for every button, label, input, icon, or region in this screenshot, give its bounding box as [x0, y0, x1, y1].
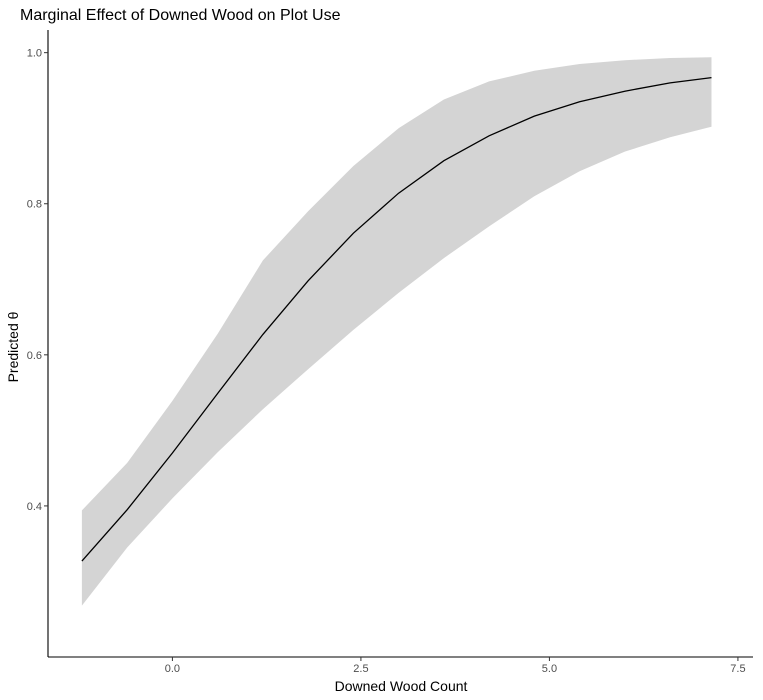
x-tick-label: 0.0: [165, 663, 180, 675]
x-tick-label: 7.5: [730, 663, 745, 675]
y-tick-label: 1.0: [27, 48, 42, 60]
fitted-line: [81, 76, 712, 562]
x-axis-ticks: 0.0 2.5 5.0 7.5: [165, 657, 746, 675]
y-axis-ticks: 0.4 0.6 0.8 1.0: [27, 48, 48, 513]
x-axis-label: Downed Wood Count: [335, 678, 468, 694]
y-tick-label: 0.4: [27, 501, 42, 513]
y-axis-label: Predicted θ: [5, 311, 21, 382]
y-tick-label: 0.8: [27, 199, 42, 211]
y-tick-label: 0.6: [27, 350, 42, 362]
chart-title: Marginal Effect of Downed Wood on Plot U…: [20, 7, 341, 24]
confidence-band: [81, 57, 712, 606]
x-tick-label: 5.0: [542, 663, 557, 675]
x-tick-label: 2.5: [353, 663, 368, 675]
plot-area: [81, 57, 712, 606]
